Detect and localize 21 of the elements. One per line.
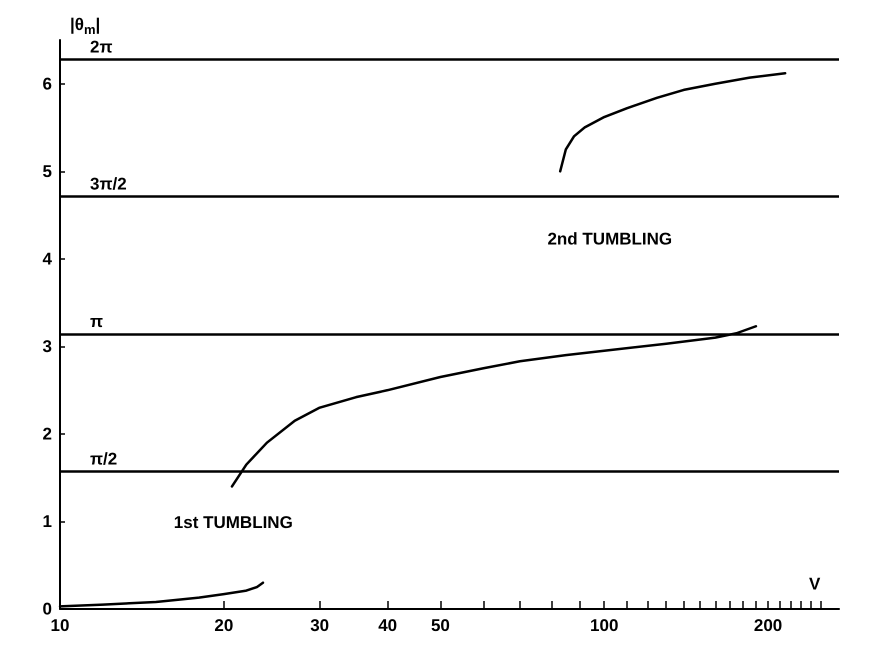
y-tick-label: 6 — [42, 74, 52, 94]
y-tick-label: 0 — [42, 600, 52, 618]
y-tick-label: 2 — [42, 424, 52, 444]
ref-line-label: 3π/2 — [90, 174, 127, 194]
annotation: 1st TUMBLING — [174, 513, 293, 532]
y-tick-label: 5 — [42, 162, 52, 181]
ref-line-label: π/2 — [90, 450, 118, 469]
x-tick-label: 50 — [430, 616, 450, 635]
x-tick-label: 20 — [214, 616, 234, 635]
ref-line-label: π — [90, 312, 104, 332]
x-tick-label: 100 — [590, 616, 618, 635]
x-tick-label: 10 — [50, 616, 70, 635]
x-tick-label: 30 — [310, 616, 330, 635]
y-tick-label: 1 — [42, 512, 52, 531]
y-tick-label: 3 — [42, 336, 52, 356]
y-tick-label: 4 — [42, 249, 53, 268]
annotation: 2nd TUMBLING — [547, 230, 672, 249]
ref-line-label: 2π — [90, 37, 112, 56]
x-tick-label: 40 — [378, 616, 398, 635]
x-tick-label: 200 — [754, 616, 782, 635]
x-axis-title: V — [809, 574, 821, 594]
